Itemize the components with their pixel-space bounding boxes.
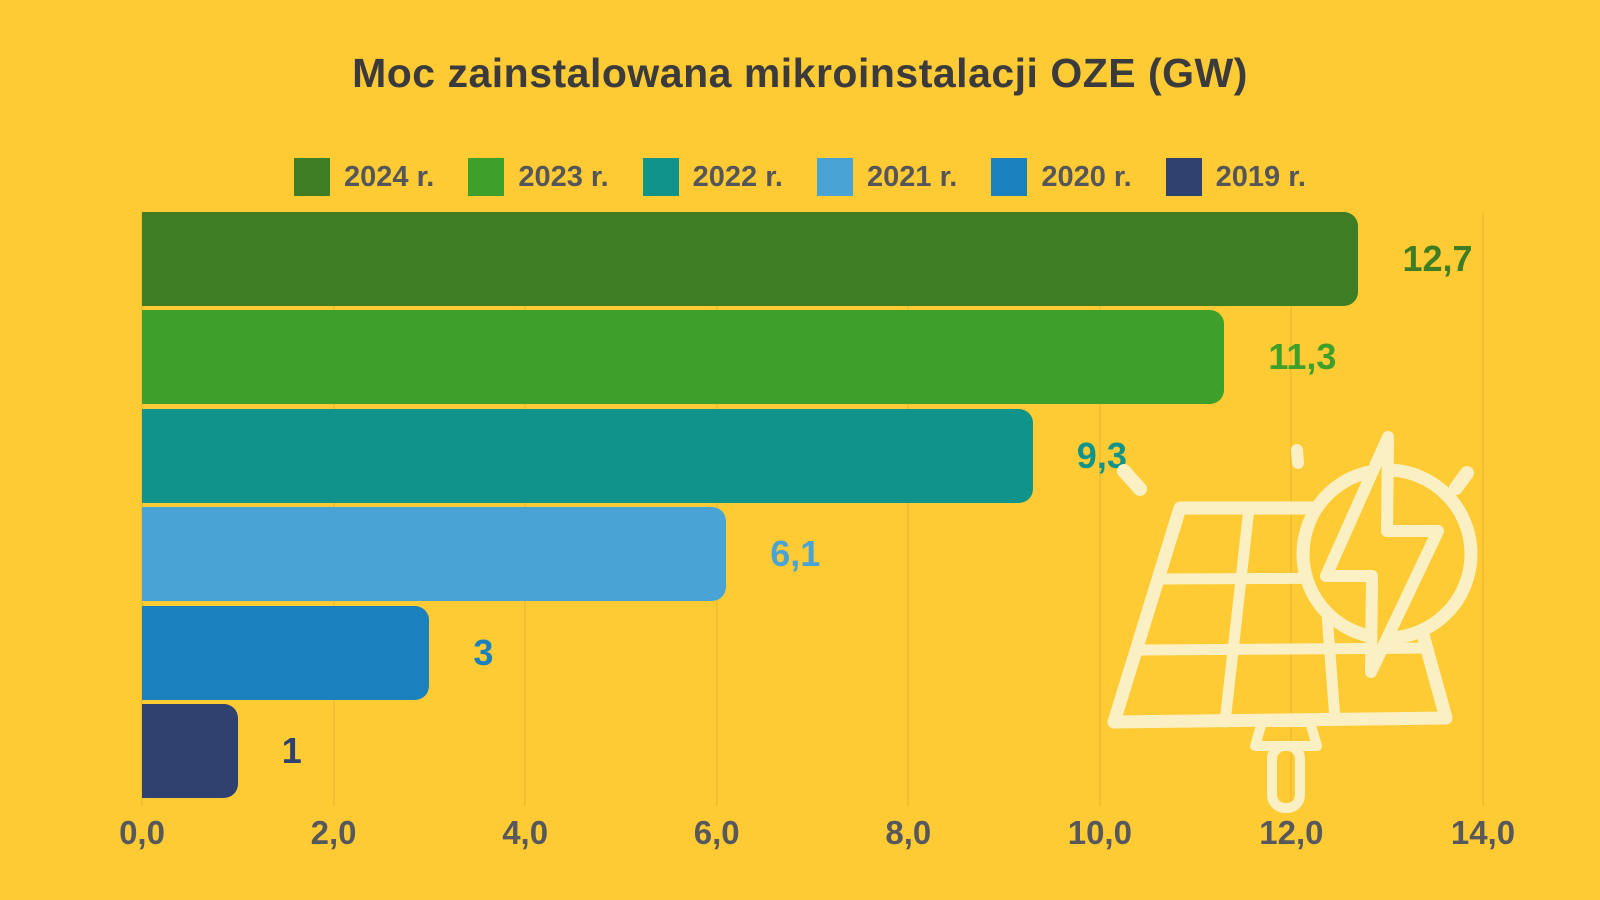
bar-value-label: 3 [473,631,494,673]
legend-swatch [1165,158,1202,196]
panel-stand-pole [1267,741,1305,813]
chart-title: Moc zainstalowana mikroinstalacji OZE (G… [352,50,1248,96]
x-axis: 0,0 2,0 4,0 6,0 8,0 10,0 12,0 14,0 [119,814,1515,856]
lightning-bolt [1320,431,1444,678]
legend-swatch [642,158,679,196]
bar-value-label: 12,7 [1402,238,1473,279]
x-axis-tick-label: 2,0 [310,814,357,851]
legend-swatch [817,158,853,196]
bar-value-label: 11,3 [1268,336,1337,378]
x-axis-tick-label: 4,0 [502,814,549,851]
legend-item-label: 2019 r. [1215,160,1306,193]
bar [142,212,1359,306]
legend-item-label: 2024 r. [344,160,435,193]
legend-item-2021r: 2021 r. [817,158,957,196]
x-axis-tick-label: 12,0 [1259,814,1324,851]
bar [142,605,430,700]
legend-item-2024r: 2024 r. [294,158,434,196]
plot-area: 12,7 11,3 9,3 6,1 3 1 [141,212,1484,806]
legend-item-2020r: 2020 r. [991,158,1132,196]
bar-row-2019r: 1 [142,704,1483,798]
ray-right [1449,466,1474,495]
bar-value-label: 1 [281,730,302,771]
legend-item-label: 2023 r. [518,160,609,193]
legend-item-2023r: 2023 r. [468,158,609,196]
x-axis-tick-label: 8,0 [885,814,932,851]
bar-value-label: 6,1 [770,533,821,575]
bar [142,310,1225,405]
panel-grid-col-1 [1219,502,1255,728]
solar-panel-lightning-icon [1107,431,1478,813]
bar-row-2023r: 11,3 [142,310,1483,405]
ray-middle [1291,444,1304,469]
legend-swatch [294,158,331,196]
legend-item-2019r: 2019 r. [1165,158,1306,196]
legend-item-label: 2022 r. [692,160,783,193]
bar [142,704,238,798]
grid-line [907,212,910,806]
grid-line [1482,212,1484,806]
legend-item-label: 2021 r. [867,160,958,193]
x-axis-tick-label: 14,0 [1450,814,1516,851]
legend-item-label: 2020 r. [1041,160,1132,193]
x-axis-tick-label: 6,0 [693,814,740,851]
legend-swatch [991,158,1028,196]
bar-row-2022r: 9,3 [142,408,1483,503]
legend-swatch [468,158,505,196]
bar [142,507,727,602]
panel-stand-neck [1250,717,1322,751]
grid-line [1098,212,1101,806]
x-axis-tick-label: 10,0 [1067,814,1132,851]
bar-row-2024r: 12,7 [142,212,1483,306]
legend-item-2022r: 2022 r. [642,158,783,196]
legend: 2024 r. 2023 r. 2022 r. 2021 r. 2020 r. 2019 … [0,158,1600,196]
bar [142,408,1033,503]
bar-row-2020r: 3 [142,605,1483,700]
x-axis-tick-label: 0,0 [119,814,165,851]
ray-left [1117,464,1147,496]
bar-row-2021r: 6,1 [142,507,1483,602]
